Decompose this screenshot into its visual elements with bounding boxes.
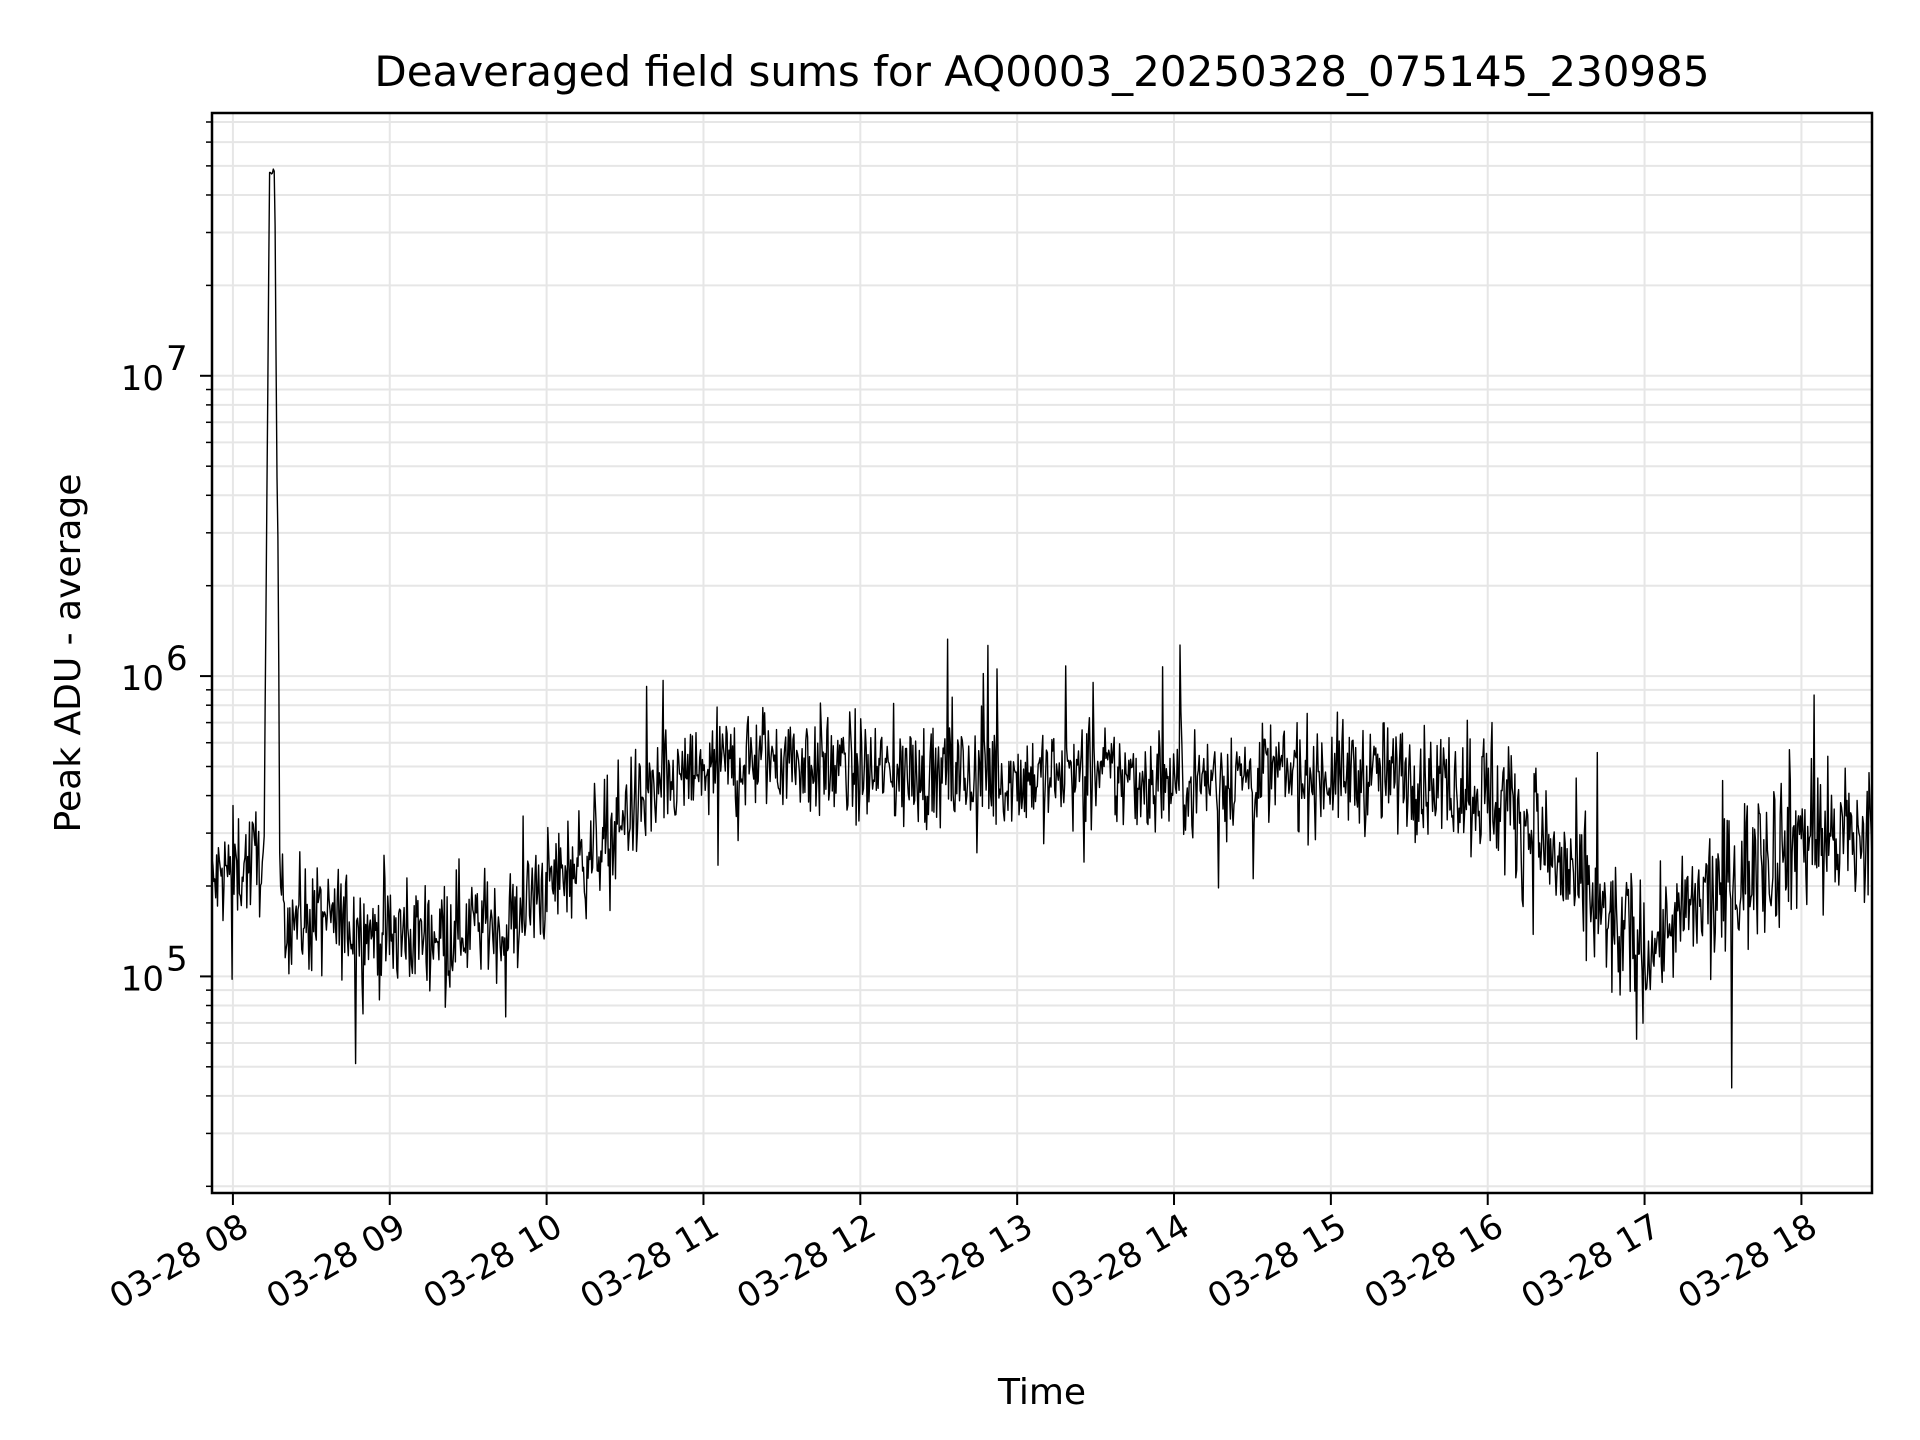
y-tick-base: 10 xyxy=(121,659,164,699)
y-tick-label: 10 6 xyxy=(121,639,188,699)
grid-layer xyxy=(212,113,1872,1193)
y-axis-label: Peak ADU - average xyxy=(48,474,89,833)
y-tick-label: 10 7 xyxy=(121,339,188,399)
y-tick-exponent: 7 xyxy=(166,339,188,379)
y-tick-base: 10 xyxy=(121,359,164,399)
y-tick-exponent: 5 xyxy=(166,939,188,979)
chart-title: Deaveraged field sums for AQ0003_2025032… xyxy=(374,47,1709,96)
series-line xyxy=(211,168,1873,1089)
x-axis-label: Time xyxy=(997,1372,1086,1413)
y-tick-base: 10 xyxy=(121,959,164,999)
y-tick-label: 10 5 xyxy=(121,939,188,999)
y-tick-exponent: 6 xyxy=(166,639,188,679)
series-layer xyxy=(211,168,1873,1089)
plot-frame xyxy=(210,111,1874,1195)
